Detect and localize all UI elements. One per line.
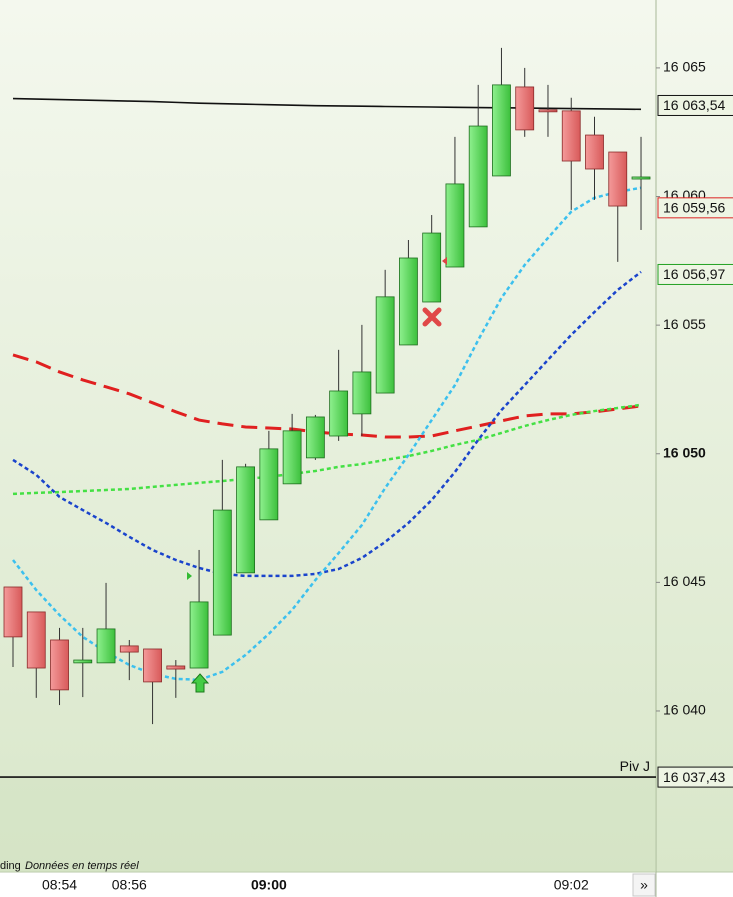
candle-body — [50, 639, 69, 691]
candle-body — [3, 586, 23, 638]
price-tag — [657, 766, 733, 788]
candle-body — [515, 86, 535, 131]
candle-body — [212, 509, 232, 636]
candle-body — [608, 151, 628, 207]
candle-body — [305, 416, 325, 459]
x-tick-label: 09:00 — [251, 877, 287, 893]
candle-body — [585, 134, 604, 170]
x-tick-label: 08:56 — [112, 877, 147, 893]
y-tick-label: 16 050 — [663, 444, 706, 460]
candle-body — [189, 601, 209, 669]
price-tag-label: 16 037,43 — [663, 769, 725, 785]
candle-body — [166, 665, 186, 670]
candle-body — [492, 84, 511, 177]
y-tick-label: 16 055 — [663, 316, 706, 332]
candle-body — [26, 611, 46, 669]
candle-body — [96, 628, 116, 664]
price-tag — [657, 263, 733, 285]
candle-body — [631, 176, 651, 180]
source-text: ding — [0, 860, 21, 872]
moving-average-line — [12, 353, 642, 439]
pivot-label: Piv J — [620, 758, 650, 774]
candle-body — [538, 109, 558, 113]
candle-body — [399, 257, 418, 346]
sell-signal — [422, 307, 442, 327]
candle-body — [422, 232, 442, 303]
x-axis-background — [0, 872, 733, 897]
candle-body — [352, 371, 372, 415]
candle-body — [445, 183, 465, 268]
status-text: Données en temps réel — [25, 860, 139, 872]
candle-body — [236, 466, 256, 574]
price-tag-label: 16 056,97 — [663, 266, 725, 282]
price-tag-label: 16 063,54 — [663, 97, 725, 113]
candle-body — [119, 645, 139, 653]
x-tick-label: 09:02 — [554, 877, 589, 893]
y-tick-label: 16 040 — [663, 702, 706, 718]
candle-body — [329, 390, 349, 437]
candle-body — [561, 110, 581, 162]
signal-marker — [442, 257, 447, 265]
moving-average-line — [12, 97, 642, 111]
x-tick-label: 08:54 — [42, 877, 77, 893]
y-tick-label: 16 045 — [663, 573, 706, 589]
price-tag — [657, 197, 733, 219]
scroll-button-label[interactable]: » — [640, 877, 648, 893]
candle-body — [282, 430, 302, 485]
moving-average-line — [12, 270, 642, 578]
candle-body — [259, 448, 279, 521]
scroll-button[interactable] — [632, 873, 656, 897]
candle-body — [73, 659, 93, 664]
buy-signal — [190, 673, 210, 693]
price-tag-label: 16 059,56 — [663, 200, 725, 216]
price-tag — [657, 94, 733, 116]
candle-body — [468, 125, 488, 228]
candle-body — [143, 648, 162, 683]
below-pivot-shade — [0, 777, 656, 872]
moving-average-line — [12, 403, 642, 496]
candle-body — [375, 296, 395, 394]
signal-marker — [187, 572, 192, 580]
y-tick-label: 16 065 — [663, 59, 706, 75]
